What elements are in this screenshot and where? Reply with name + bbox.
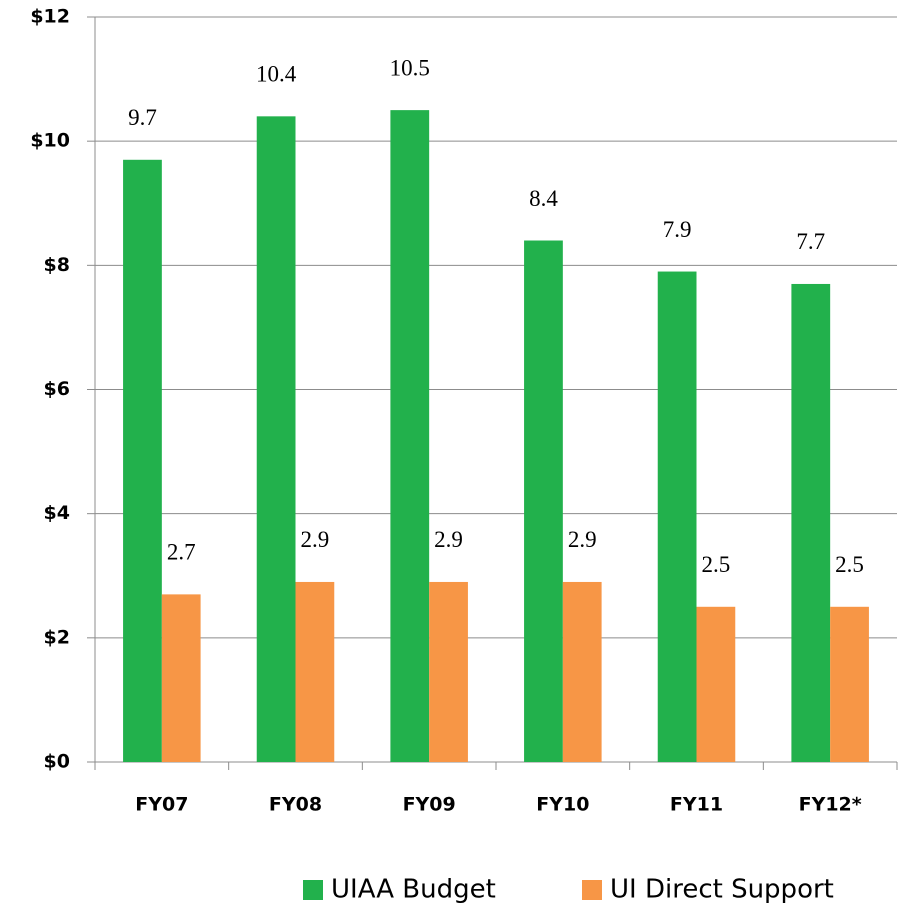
bar [696,606,736,762]
y-tick-label: $8 [44,254,70,276]
data-label: 9.7 [128,105,157,130]
data-label: 10.5 [390,55,430,80]
x-tick-label: FY08 [269,794,322,816]
data-label: 7.9 [663,217,692,242]
bar [161,594,201,762]
y-tick-label: $10 [30,130,70,152]
legend-swatch [582,880,602,900]
data-label: 2.9 [434,527,463,552]
data-label: 7.7 [796,229,825,254]
data-label: 10.4 [256,62,297,87]
bar [524,240,563,762]
bar [390,110,430,762]
data-label: 2.5 [835,552,864,577]
bar [657,271,697,762]
data-label: 8.4 [529,186,558,211]
y-tick-label: $12 [30,6,70,28]
legend-swatch [303,880,323,900]
y-tick-label: $2 [44,626,70,648]
x-tick-label: FY12* [799,794,862,816]
bar [830,606,869,762]
y-tick-label: $4 [44,502,70,524]
x-tick-label: FY11 [670,794,723,816]
x-tick-label: FY09 [403,794,456,816]
x-tick-label: FY07 [135,794,188,816]
x-tick-label: FY10 [536,794,589,816]
data-label: 2.5 [702,552,731,577]
data-label: 2.9 [301,527,330,552]
data-label: 2.9 [568,527,597,552]
y-tick-label: $6 [44,378,70,400]
data-label: 2.7 [167,540,196,565]
bar [429,581,468,762]
bar [562,581,602,762]
y-tick-label: $0 [44,751,70,773]
bar [123,159,162,762]
bar [256,116,296,763]
legend-label: UI Direct Support [610,875,834,905]
bar [791,283,831,762]
legend-label: UIAA Budget [331,875,496,905]
bar [295,581,335,762]
